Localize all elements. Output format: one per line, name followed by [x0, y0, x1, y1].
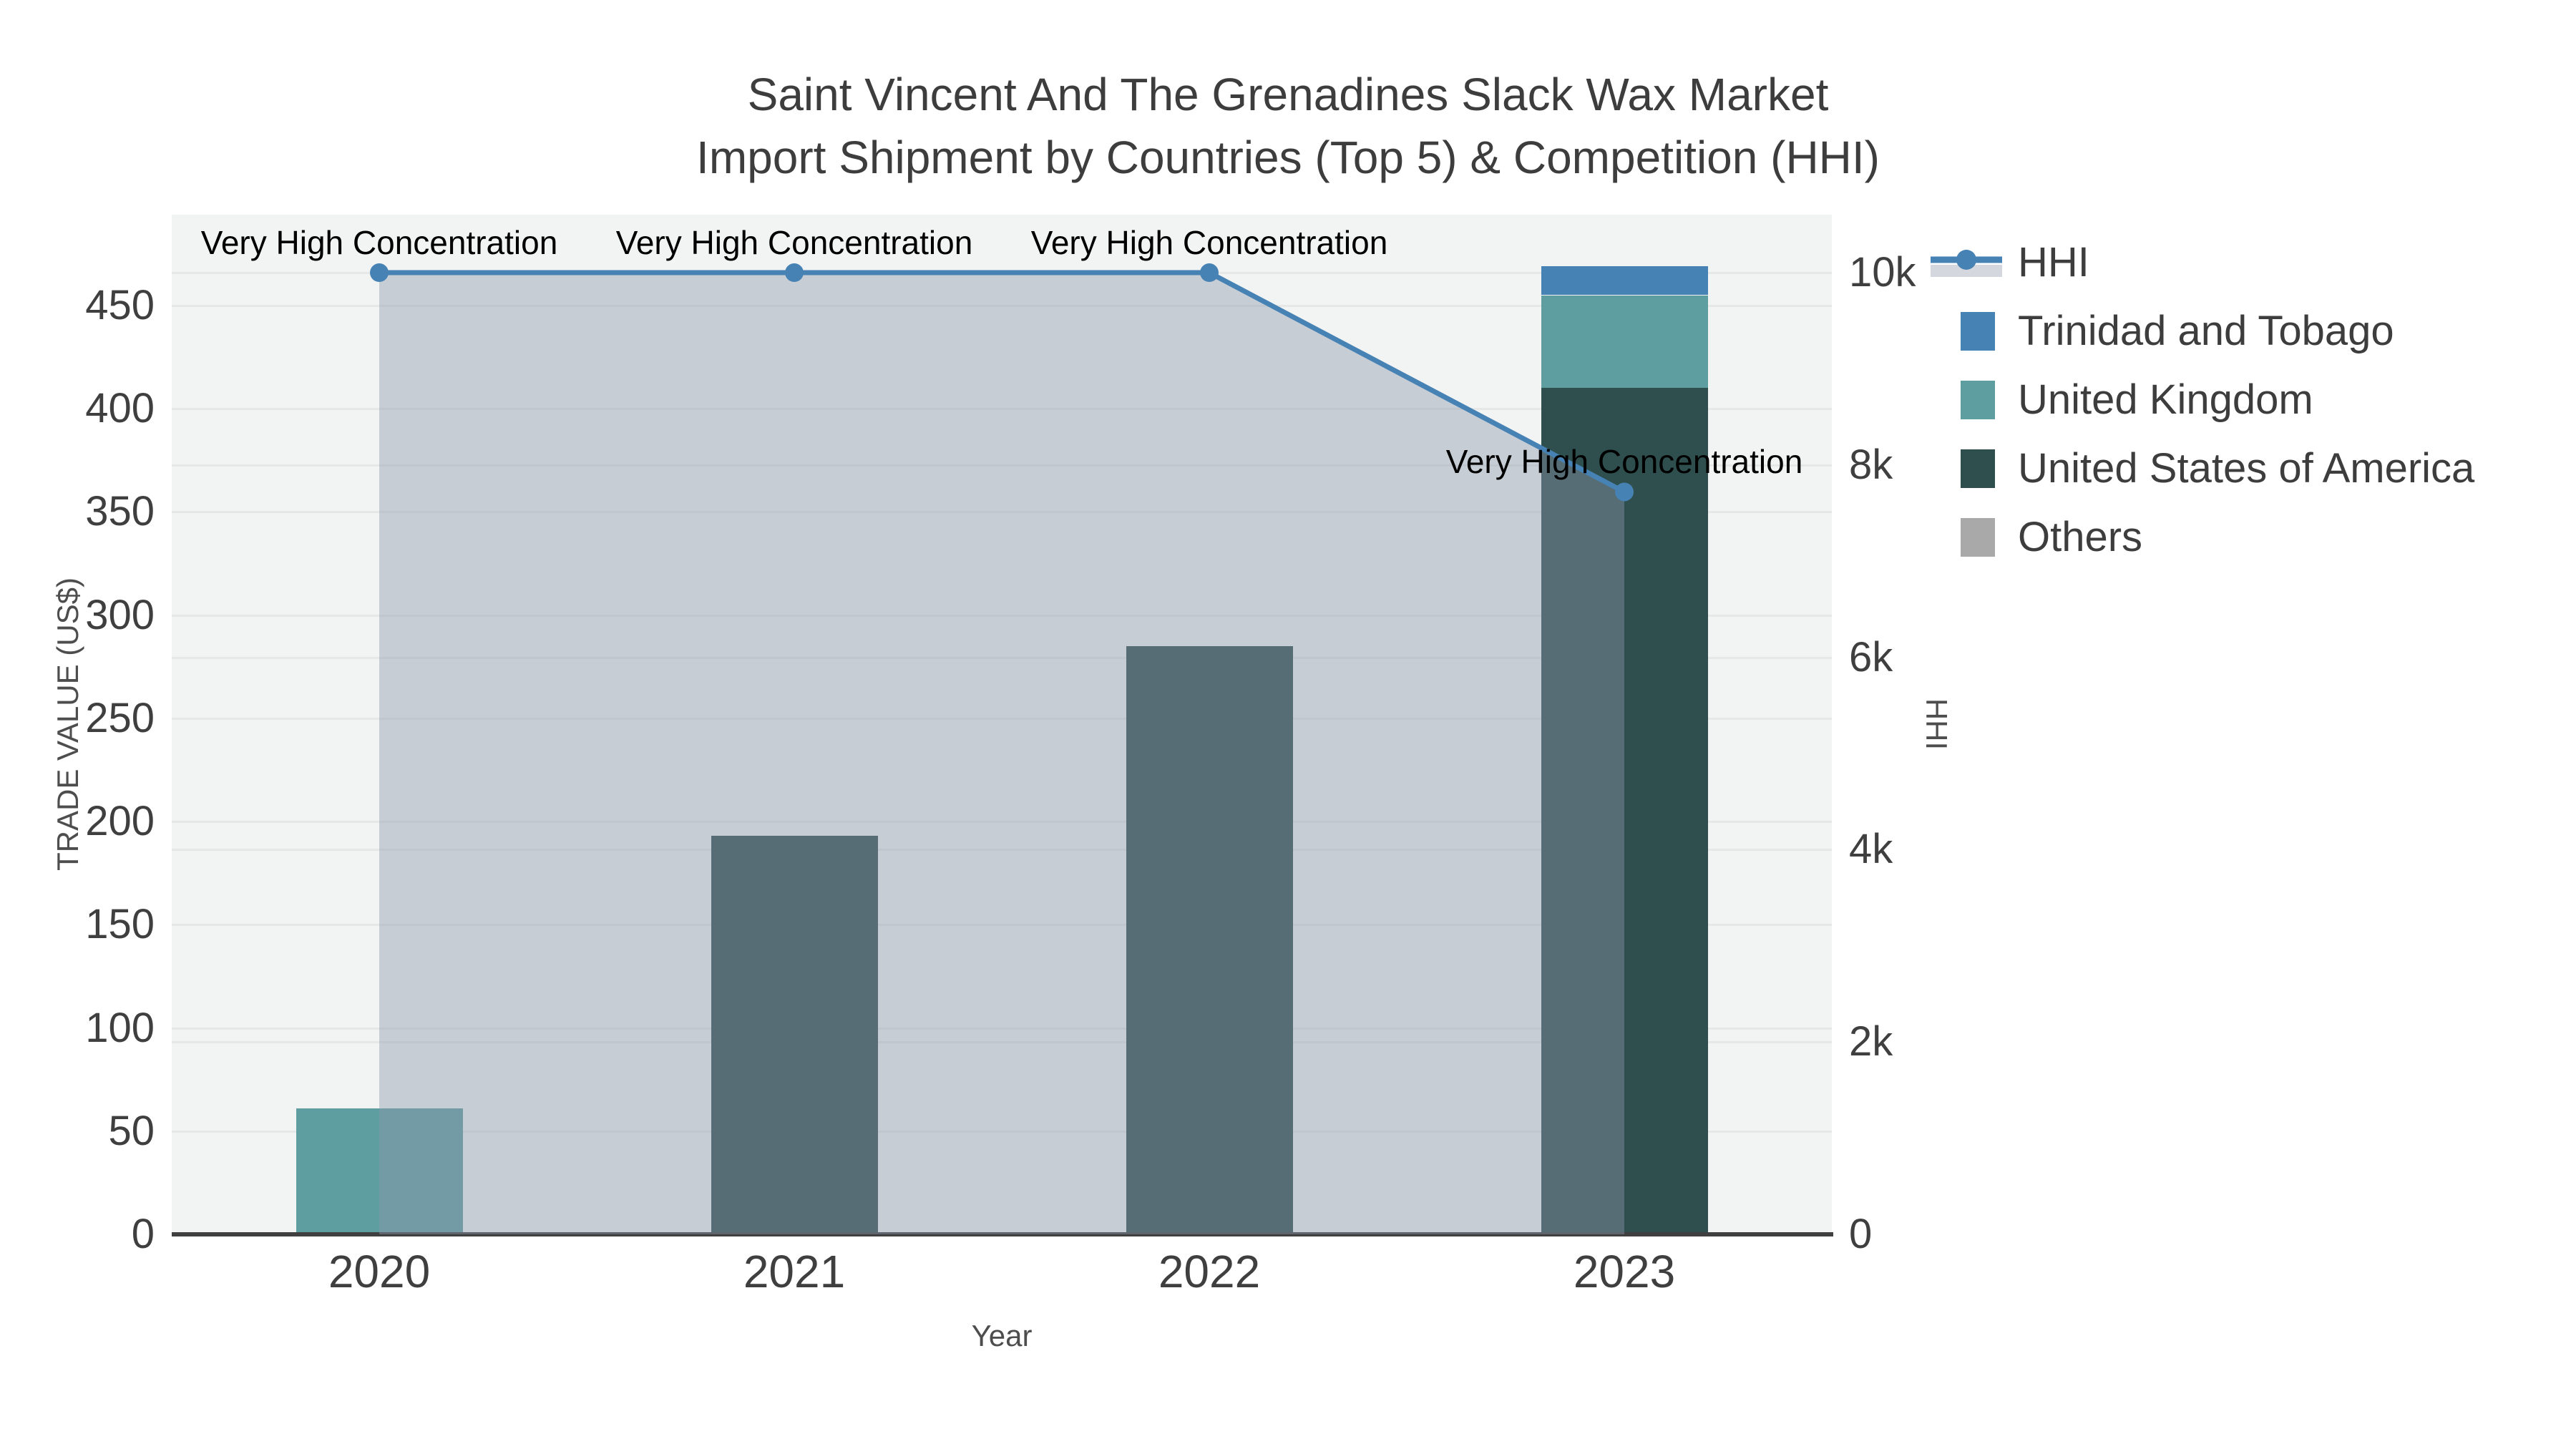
bar-2023-trinidad-and-tobago[interactable] — [1541, 266, 1708, 296]
bar-2020-united-kingdom[interactable] — [296, 1108, 463, 1234]
gridline-left-150 — [172, 924, 1832, 927]
annotation-2022: Very High Concentration — [1030, 224, 1388, 262]
y-right-tick-8k: 8k — [1849, 441, 1893, 488]
x-axis-line — [172, 1232, 1833, 1236]
hhi-marker-2021[interactable] — [785, 263, 804, 283]
y-right-tick-6k: 6k — [1849, 633, 1893, 680]
legend-label: Others — [2018, 513, 2143, 560]
gridline-right-2000 — [172, 1041, 1832, 1044]
y-axis-title-left: TRADE VALUE (US$) — [51, 577, 84, 871]
gridline-left-350 — [172, 511, 1832, 514]
legend-swatch-icon — [1929, 296, 2008, 365]
hhi-marker-2022[interactable] — [1200, 263, 1219, 283]
y-left-tick-200: 200 — [85, 798, 155, 845]
legend-item-trinidad-and-tobago[interactable]: Trinidad and Tobago — [1929, 296, 2394, 365]
annotation-2023: Very High Concentration — [1445, 443, 1803, 481]
y-left-tick-150: 150 — [85, 901, 155, 948]
y-axis-title-right: HHI — [1920, 698, 1953, 751]
y-left-tick-0: 0 — [131, 1211, 155, 1257]
gridline-right-4000 — [172, 849, 1832, 852]
y-right-tick-2k: 2k — [1849, 1018, 1893, 1065]
bar-2022-united-states-of-america[interactable] — [1126, 645, 1293, 1234]
legend-swatch-icon — [1929, 434, 2008, 502]
annotation-2020: Very High Concentration — [200, 224, 558, 262]
y-right-tick-10k: 10k — [1849, 249, 1916, 296]
hhi-marker-2023[interactable] — [1615, 482, 1634, 502]
y-left-tick-350: 350 — [85, 488, 155, 535]
chart-title-line-2: Import Shipment by Countries (Top 5) & C… — [696, 132, 1880, 183]
legend-swatch-icon — [1929, 365, 2008, 434]
chart-title: Saint Vincent And The Grenadines Slack W… — [0, 63, 2576, 189]
hhi-line-legend-icon — [1929, 228, 2008, 296]
legend-item-united-kingdom[interactable]: United Kingdom — [1929, 365, 2313, 434]
gridline-left-300 — [172, 614, 1832, 617]
legend-item-hhi[interactable]: HHI — [1929, 228, 2089, 296]
bar-2023-united-kingdom[interactable] — [1541, 295, 1708, 389]
legend-swatch-icon — [1929, 502, 2008, 571]
chart-title-line-1: Saint Vincent And The Grenadines Slack W… — [747, 69, 1829, 120]
gridline-left-50 — [172, 1130, 1832, 1133]
y-left-tick-250: 250 — [85, 694, 155, 741]
y-left-tick-100: 100 — [85, 1004, 155, 1051]
annotation-2021: Very High Concentration — [615, 224, 973, 262]
x-tick-2022: 2022 — [1158, 1246, 1261, 1297]
y-left-tick-50: 50 — [108, 1107, 155, 1154]
plot-area[interactable] — [172, 215, 1832, 1234]
hhi-marker-2020[interactable] — [370, 263, 389, 283]
x-tick-2020: 2020 — [328, 1246, 431, 1297]
gridline-left-250 — [172, 717, 1832, 720]
bar-2021-united-states-of-america[interactable] — [711, 836, 878, 1234]
bar-2023-united-states-of-america[interactable] — [1541, 388, 1708, 1234]
x-tick-2023: 2023 — [1573, 1246, 1676, 1297]
x-tick-2021: 2021 — [743, 1246, 846, 1297]
gridline-right-6000 — [172, 656, 1832, 659]
y-left-tick-450: 450 — [85, 281, 155, 328]
legend-label: Trinidad and Tobago — [2018, 307, 2394, 354]
legend-label: United States of America — [2018, 444, 2475, 492]
y-right-tick-0: 0 — [1849, 1211, 1873, 1257]
legend-label: HHI — [2018, 238, 2089, 286]
gridline-left-100 — [172, 1027, 1832, 1030]
legend-item-united-states-of-america[interactable]: United States of America — [1929, 434, 2474, 502]
y-left-tick-400: 400 — [85, 385, 155, 432]
y-right-tick-4k: 4k — [1849, 826, 1893, 873]
legend-label: United Kingdom — [2018, 376, 2313, 423]
gridline-left-200 — [172, 821, 1832, 824]
y-left-tick-300: 300 — [85, 591, 155, 638]
x-axis-title: Year — [971, 1319, 1033, 1352]
legend-item-others[interactable]: Others — [1929, 502, 2142, 571]
